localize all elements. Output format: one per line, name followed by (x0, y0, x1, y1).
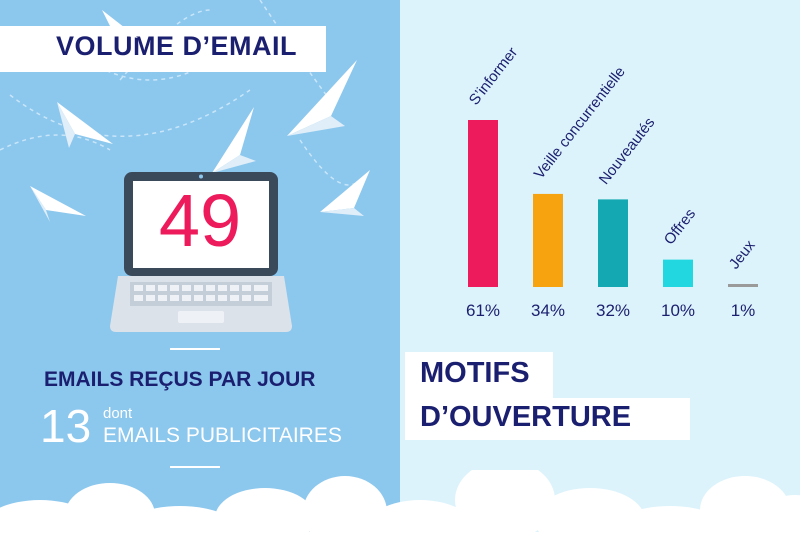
promo-emails-number: 13 (40, 400, 92, 452)
paper-plane-icon (320, 170, 370, 216)
value-label-3: 10% (661, 301, 695, 320)
category-label-3: Offres (661, 206, 699, 248)
category-label-0: S’informer (466, 44, 521, 108)
motifs-title-bg-2 (405, 398, 690, 440)
paper-plane-icon (287, 60, 357, 136)
paper-plane-icon (212, 107, 256, 173)
bar-2 (598, 199, 628, 287)
emails-per-day-label: EMAILS REÇUS PAR JOUR (44, 368, 316, 391)
value-label-4: 1% (731, 301, 756, 320)
paper-plane-icon (30, 186, 86, 222)
paper-plane-icon (102, 10, 138, 38)
value-label-1: 34% (531, 301, 565, 320)
emails-per-day-number: 49 (158, 179, 242, 262)
motifs-title-line2: D’OUVERTURE (420, 401, 632, 433)
volume-title: VOLUME D’EMAIL (56, 31, 297, 61)
motifs-title-line1: MOTIFS (420, 357, 530, 389)
promo-emails-connector: dont (103, 405, 133, 422)
bar-4 (728, 284, 758, 287)
left-panel: VOLUME D’EMAIL 49 EMAILS REÇUS PAR JOUR (0, 0, 400, 550)
promo-emails-label: EMAILS PUBLICITAIRES (103, 424, 342, 447)
divider-bottom (170, 466, 220, 468)
title-background (0, 26, 326, 72)
bar-0 (468, 120, 498, 287)
category-label-2: Nouveautés (596, 114, 659, 188)
paper-plane-icon (57, 102, 113, 148)
category-label-4: Jeux (726, 237, 759, 273)
motifs-title-bg-1 (405, 352, 553, 398)
cloud-icon (0, 470, 800, 550)
bar-3 (663, 259, 693, 287)
value-label-0: 61% (466, 301, 500, 320)
value-label-2: 32% (596, 301, 630, 320)
divider-top (170, 348, 220, 350)
bar-1 (533, 193, 563, 287)
laptop-icon (110, 172, 292, 332)
